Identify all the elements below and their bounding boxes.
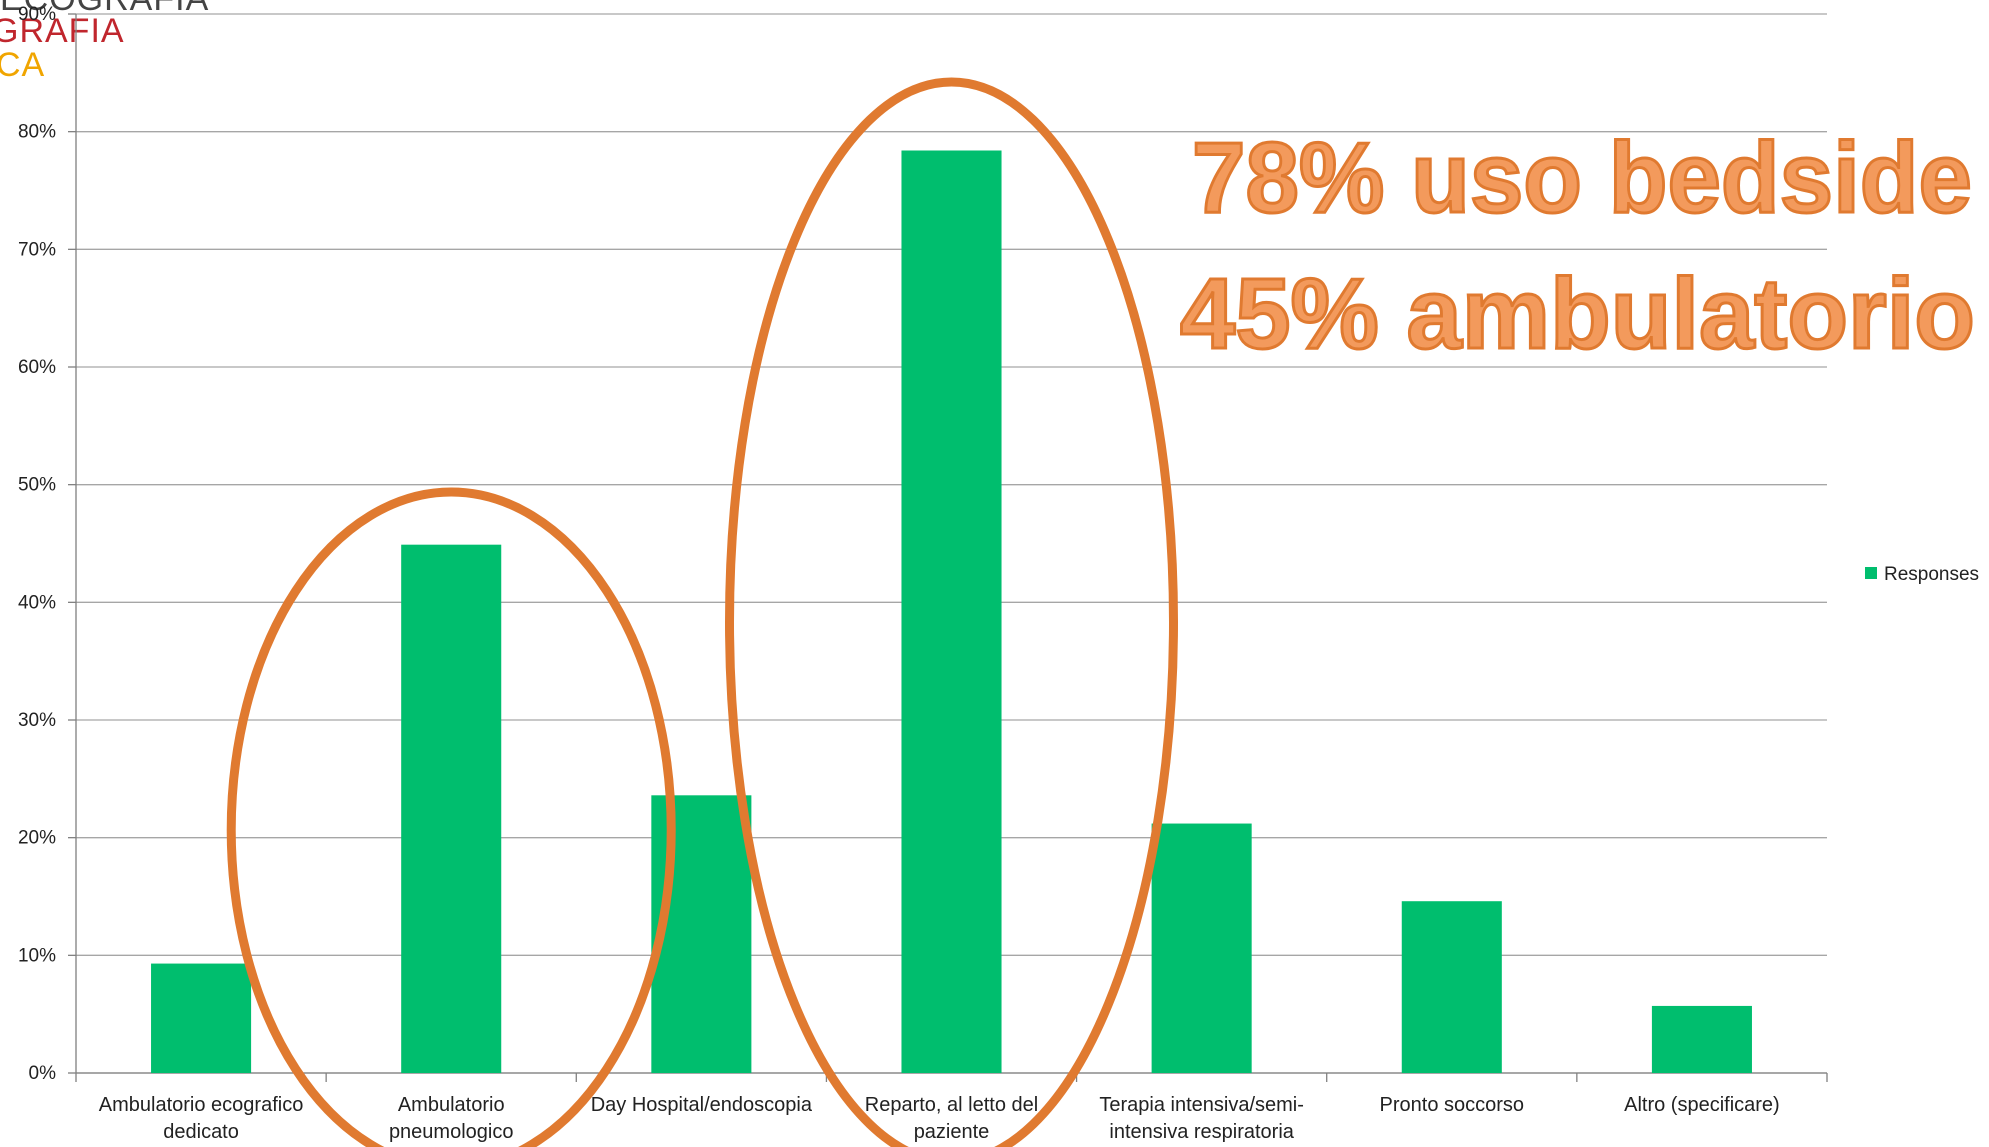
annotation-text: 45% ambulatorio [1180,258,1975,370]
y-tick-label: 30% [18,710,56,731]
x-category-label: Day Hospital/endoscopia [591,1094,813,1116]
x-category-label: Reparto, al letto del [865,1094,1038,1116]
y-tick-label: 0% [29,1063,57,1084]
y-tick-label: 60% [18,357,56,378]
bar [1151,823,1252,1073]
annotation-text: 78% uso bedside [1192,122,1972,234]
highlight-ellipse [226,487,676,1147]
x-category-label: Terapia intensiva/semi- [1099,1094,1304,1116]
y-tick-label: 90% [18,4,56,25]
bar [901,150,1002,1073]
x-category-label: Ambulatorio ecografico [99,1094,304,1116]
y-tick-label: 70% [18,239,56,260]
x-category-label: Altro (specificare) [1624,1094,1780,1116]
bar [651,795,752,1073]
x-category-label: Ambulatorio [398,1094,505,1116]
y-tick-label: 80% [18,122,56,143]
logo-line-3: CA [0,46,46,84]
logo-line-2: GRAFIA [0,12,125,50]
bar [151,963,252,1073]
y-tick-label: 10% [18,945,56,966]
x-category-label: paziente [914,1121,990,1143]
y-tick-label: 40% [18,592,56,613]
legend-swatch [1865,567,1877,579]
bar [401,544,502,1073]
bar [1401,901,1502,1073]
x-category-label: Pronto soccorso [1380,1094,1525,1116]
highlight-ellipse [725,77,1178,1147]
y-tick-label: 20% [18,828,56,849]
legend-label: Responses [1884,564,1979,585]
bar [1651,1005,1752,1073]
x-category-label: intensiva respiratoria [1109,1121,1294,1143]
logo-line-1: ECOGRAFIA [0,0,209,16]
y-tick-label: 50% [18,475,56,496]
x-category-label: dedicato [163,1121,239,1143]
x-category-label: pneumologico [389,1121,514,1143]
